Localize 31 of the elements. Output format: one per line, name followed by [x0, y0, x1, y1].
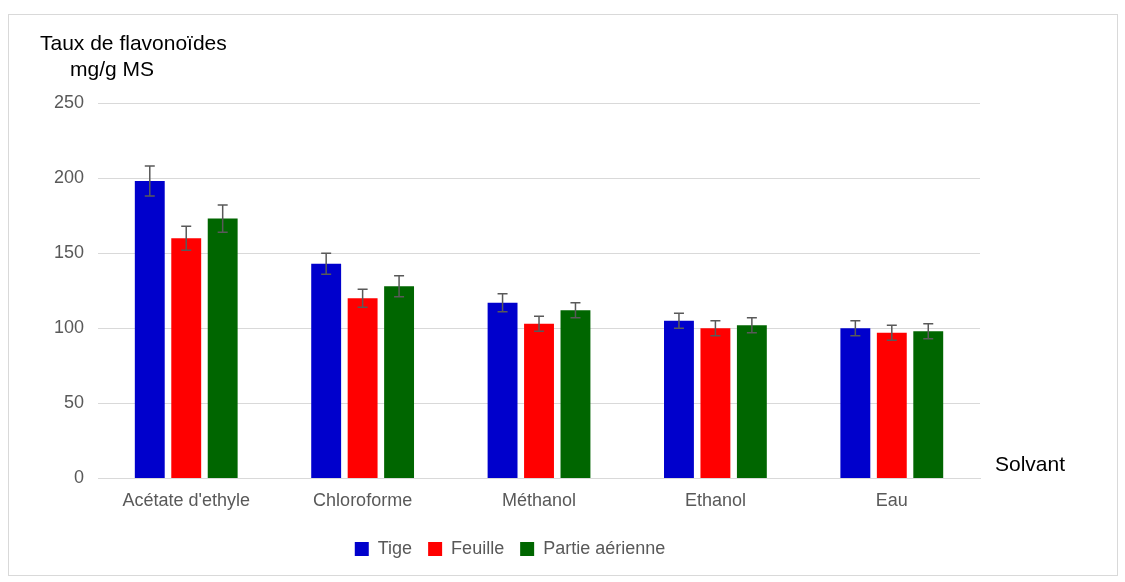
x-tick-label: Ethanol: [684, 490, 746, 511]
x-tick-label: Eau: [875, 490, 908, 511]
bar: [700, 328, 731, 478]
y-tick-label: 0: [74, 467, 85, 488]
x-tick-label: Méthanol: [501, 490, 577, 511]
bar: [134, 181, 165, 478]
legend-label: Feuille: [451, 537, 505, 558]
x-axis-title: Solvant: [995, 452, 1066, 476]
y-tick-label: 150: [53, 242, 85, 263]
bar: [560, 310, 591, 478]
x-tick-label: Chloroforme: [313, 490, 413, 511]
y-tick-label: 250: [53, 91, 85, 112]
bar: [876, 332, 907, 478]
bar: [664, 320, 694, 478]
bar: [207, 218, 238, 478]
y-tick-label: 50: [64, 392, 85, 413]
bar: [311, 263, 342, 478]
bar: [347, 298, 378, 478]
y-axis-title: Taux de flavonoïdes mg/g MS: [40, 30, 227, 82]
y-tick-label: 200: [53, 167, 85, 188]
legend-label: Partie aérienne: [543, 537, 666, 558]
bar: [524, 323, 554, 478]
legend-label: Tige: [377, 537, 413, 558]
bar: [840, 328, 871, 478]
x-tick-label: Acétate d'ethyle: [122, 490, 250, 511]
bar: [913, 331, 944, 478]
bar: [171, 238, 202, 478]
bar: [487, 302, 518, 478]
y-tick-label: 100: [53, 317, 85, 338]
bar: [384, 286, 415, 478]
bar: [736, 325, 767, 478]
